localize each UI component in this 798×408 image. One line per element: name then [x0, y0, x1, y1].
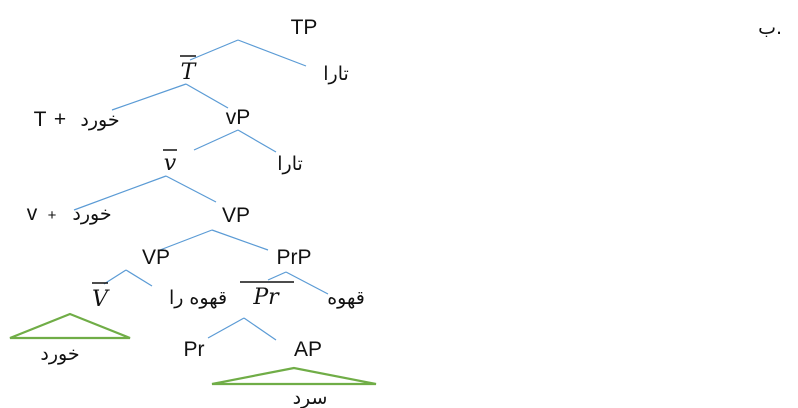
branch-prp-right: [285, 271, 329, 295]
node-little-v-head: v + خورد: [27, 202, 112, 225]
node-v-bar: V: [92, 282, 110, 312]
branch-vbar-left: [73, 175, 167, 211]
branch-prbar-left: [207, 317, 245, 339]
node-pr: Pr: [184, 338, 205, 361]
node-t-bar: T: [180, 55, 198, 85]
branch-vp-right: [237, 129, 277, 153]
branch-vp2-left: [103, 269, 127, 285]
branch-vp2-right: [125, 269, 153, 287]
branch-vp-left: [193, 129, 239, 151]
tree-branches: [73, 39, 329, 341]
node-pr-bar: Pr: [240, 281, 294, 310]
triangle-khord: [9, 312, 131, 340]
node-little-v-bar: v: [163, 149, 177, 176]
node-khord-leaf: خورد: [40, 343, 79, 365]
svg-text:خورد: خورد: [72, 203, 111, 225]
svg-text:v: v: [27, 202, 38, 225]
node-tara-spec-vp: تارا: [277, 153, 303, 175]
branch-vbar-right: [165, 175, 217, 203]
branch-tp-right: [237, 39, 307, 67]
branch-tbar-right: [185, 83, 229, 109]
branch-prbar-right: [243, 317, 277, 341]
node-sard-leaf: سرد: [293, 387, 328, 408]
node-little-vp: vP: [226, 106, 251, 129]
svg-text:خورد: خورد: [80, 109, 119, 131]
item-label: ب.: [758, 17, 782, 39]
branch-vp1-left: [159, 229, 213, 251]
node-ap: AP: [294, 338, 322, 361]
node-vp-upper: VP: [222, 204, 250, 227]
triangle-sard: [211, 366, 377, 386]
branch-tp-left: [189, 39, 239, 61]
svg-text:T: T: [181, 60, 198, 85]
branch-prp-left: [267, 271, 287, 281]
node-vp-lower: VP: [142, 246, 170, 269]
svg-text:V: V: [92, 287, 110, 312]
branch-tbar-left: [111, 83, 187, 111]
svg-text:+: +: [48, 207, 57, 224]
svg-text:+: +: [54, 108, 66, 131]
svg-text:Pr: Pr: [252, 285, 280, 310]
node-tara-spec-tp: تارا: [323, 63, 349, 85]
node-t-head: T + خورد: [34, 108, 120, 131]
node-prp: PrP: [276, 246, 311, 269]
svg-text:T: T: [34, 108, 47, 131]
branch-vp1-right: [211, 229, 269, 251]
svg-text:v: v: [164, 151, 177, 176]
node-pr-subject: قهوه: [327, 287, 365, 309]
node-object: قهوه را: [169, 287, 227, 309]
node-tp: TP: [291, 16, 318, 39]
